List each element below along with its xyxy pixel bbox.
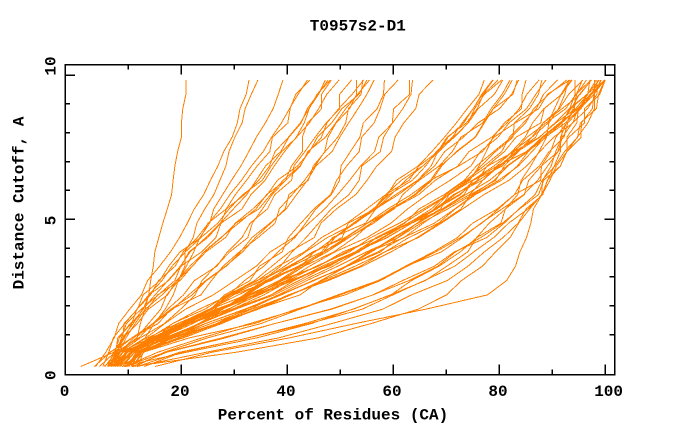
svg-text:Distance Cutoff, A: Distance Cutoff, A — [11, 116, 29, 289]
svg-text:40: 40 — [276, 383, 295, 401]
svg-text:60: 60 — [382, 383, 401, 401]
svg-text:5: 5 — [43, 216, 61, 226]
svg-text:20: 20 — [170, 383, 189, 401]
svg-text:Percent of Residues (CA): Percent of Residues (CA) — [218, 407, 448, 425]
svg-text:0: 0 — [60, 383, 70, 401]
svg-text:0: 0 — [43, 370, 61, 380]
svg-text:80: 80 — [488, 383, 507, 401]
svg-text:100: 100 — [594, 383, 623, 401]
svg-text:10: 10 — [43, 56, 61, 75]
svg-text:T0957s2-D1: T0957s2-D1 — [310, 18, 406, 36]
